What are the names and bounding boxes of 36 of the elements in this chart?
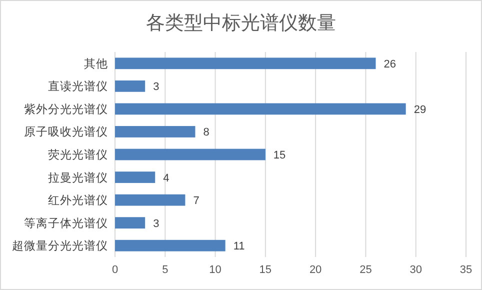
data-label: 11	[233, 240, 245, 253]
bar	[115, 240, 226, 252]
x-tick-label: 20	[309, 264, 322, 276]
data-label: 29	[414, 104, 426, 116]
x-tick-label: 30	[410, 264, 422, 276]
x-tick-label: 0	[112, 264, 118, 276]
data-label: 4	[163, 172, 170, 184]
y-tick-label: 等离子体光谱仪	[24, 216, 108, 230]
bar	[115, 194, 186, 206]
y-tick-label: 荧光光谱仪	[48, 148, 108, 162]
data-label: 3	[153, 81, 160, 94]
chart-title: 各类型中标光谱仪数量	[146, 12, 336, 34]
bar	[115, 58, 376, 70]
bar	[115, 126, 196, 138]
bar	[115, 217, 146, 229]
y-tick-label: 其他	[84, 57, 108, 70]
y-tick-label: 原子吸收光谱仪	[24, 124, 108, 139]
x-tick-label: 10	[209, 264, 222, 276]
x-tick-label: 35	[460, 264, 472, 276]
y-tick-label: 紫外分光光谱仪	[24, 102, 108, 116]
x-tick-label: 15	[259, 264, 272, 276]
data-label: 26	[384, 58, 396, 70]
bar	[115, 80, 146, 92]
bar	[115, 103, 406, 115]
data-label: 3	[153, 218, 160, 230]
bar	[115, 148, 266, 160]
y-tick-label: 直读光谱仪	[48, 79, 108, 94]
x-tick-label: 5	[162, 264, 168, 276]
x-tick-label: 25	[360, 264, 372, 276]
data-label: 15	[273, 150, 286, 162]
y-tick-label: 超微量分光光谱仪	[12, 238, 108, 253]
data-label: 7	[193, 195, 200, 208]
y-tick-label: 红外光谱仪	[48, 193, 108, 208]
data-label: 8	[203, 126, 210, 139]
y-tick-label: 拉曼光谱仪	[48, 170, 108, 184]
bar	[115, 172, 156, 183]
